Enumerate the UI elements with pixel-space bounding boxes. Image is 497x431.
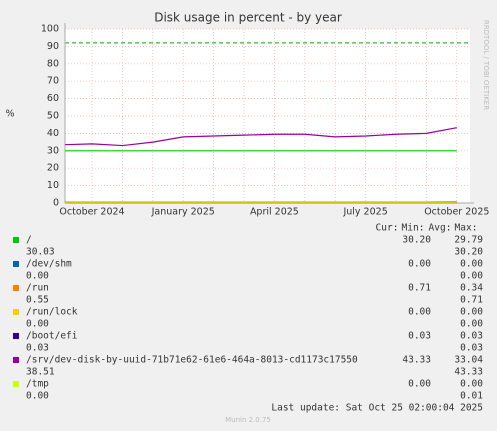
legend-swatch bbox=[13, 309, 19, 315]
legend-cur: 0.03 bbox=[408, 331, 431, 342]
legend-avg: 0.55 bbox=[26, 295, 49, 306]
legend-max: 30.20 bbox=[454, 247, 483, 258]
y-tick-label: 50 bbox=[47, 111, 59, 122]
legend-min: 0.34 bbox=[460, 283, 483, 294]
legend-header: Avg: bbox=[429, 223, 452, 234]
y-label: % bbox=[5, 109, 14, 120]
y-tick-label: 100 bbox=[41, 24, 59, 35]
legend-max: 0.03 bbox=[460, 343, 483, 354]
legend-name: /srv/dev-disk-by-uuid-71b71e62-61e6-464a… bbox=[26, 355, 358, 366]
legend-max: 0.00 bbox=[460, 271, 483, 282]
legend-max: 43.33 bbox=[454, 367, 483, 378]
legend-avg: 0.03 bbox=[26, 343, 49, 354]
legend-min: 0.03 bbox=[460, 331, 483, 342]
legend-cur: 43.33 bbox=[402, 355, 431, 366]
legend-swatch bbox=[13, 333, 19, 339]
y-tick-label: 40 bbox=[47, 128, 59, 139]
legend-min: 0.00 bbox=[460, 259, 483, 270]
legend-swatch bbox=[13, 237, 19, 243]
y-tick-label: 30 bbox=[47, 145, 59, 156]
legend-name: /run bbox=[26, 283, 49, 294]
y-tick-label: 90 bbox=[47, 41, 59, 52]
chart-title: Disk usage in percent - by year bbox=[154, 11, 342, 25]
x-tick-label: October 2025 bbox=[424, 207, 489, 218]
series-line bbox=[64, 127, 457, 147]
legend-avg: 0.00 bbox=[26, 319, 49, 330]
plot-area bbox=[65, 29, 470, 203]
legend-cur: 0.71 bbox=[408, 283, 431, 294]
version: Munin 2.0.75 bbox=[225, 416, 271, 424]
legend-avg: 0.00 bbox=[26, 391, 49, 402]
legend-max: 0.71 bbox=[460, 295, 483, 306]
legend-header: Max: bbox=[455, 223, 478, 234]
legend-min: 29.79 bbox=[454, 235, 483, 246]
x-tick-label: July 2025 bbox=[342, 207, 387, 218]
legend-max: 0.00 bbox=[460, 319, 483, 330]
legend-cur: 0.00 bbox=[408, 379, 431, 390]
legend-header: Min: bbox=[402, 223, 425, 234]
x-tick-label: October 2024 bbox=[59, 207, 124, 218]
legend-min: 33.04 bbox=[454, 355, 483, 366]
x-tick-label: January 2025 bbox=[151, 207, 215, 218]
y-tick-label: 0 bbox=[53, 198, 59, 209]
legend-cur: 0.00 bbox=[408, 259, 431, 270]
legend-min: 0.00 bbox=[460, 379, 483, 390]
legend-name: /boot/efi bbox=[26, 331, 78, 342]
legend-swatch bbox=[13, 381, 19, 387]
legend-swatch bbox=[13, 357, 19, 363]
legend-avg: 38.51 bbox=[26, 367, 55, 378]
legend-swatch bbox=[13, 261, 19, 267]
x-tick-label: April 2025 bbox=[250, 207, 299, 218]
legend-min: 0.00 bbox=[460, 307, 483, 318]
last-update: Last update: Sat Oct 25 02:00:04 2025 bbox=[271, 403, 483, 414]
legend-cur: 0.00 bbox=[408, 307, 431, 318]
legend-cur: 30.20 bbox=[402, 235, 431, 246]
legend-avg: 0.00 bbox=[26, 271, 49, 282]
y-tick-label: 60 bbox=[47, 93, 59, 104]
legend-name: /dev/shm bbox=[26, 259, 72, 270]
y-tick-label: 70 bbox=[47, 76, 59, 87]
legend-max: 0.01 bbox=[460, 391, 483, 402]
legend-name: / bbox=[26, 235, 32, 246]
y-tick-label: 80 bbox=[47, 58, 59, 69]
y-tick-label: 10 bbox=[47, 180, 59, 191]
y-tick-label: 20 bbox=[47, 163, 59, 174]
legend-header: Cur: bbox=[376, 223, 399, 234]
legend-name: /run/lock bbox=[26, 307, 78, 318]
legend-avg: 30.03 bbox=[26, 247, 55, 258]
legend-swatch bbox=[13, 285, 19, 291]
legend-name: /tmp bbox=[26, 379, 49, 390]
side-note: RRDTOOL / TOBI OETIKER bbox=[482, 20, 490, 110]
